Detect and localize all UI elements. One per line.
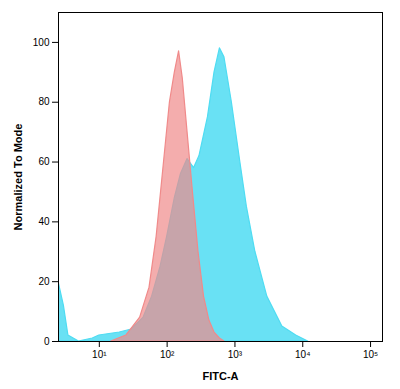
svg-text:10³: 10³: [228, 349, 243, 360]
svg-text:20: 20: [38, 276, 50, 287]
svg-text:10⁵: 10⁵: [363, 349, 378, 360]
svg-text:40: 40: [38, 216, 50, 227]
svg-text:10²: 10²: [160, 349, 175, 360]
svg-text:10¹: 10¹: [92, 349, 107, 360]
svg-text:0: 0: [44, 336, 50, 347]
svg-text:10⁴: 10⁴: [295, 349, 310, 360]
svg-text:Normalized To Mode: Normalized To Mode: [12, 124, 24, 231]
svg-text:FITC-A: FITC-A: [202, 370, 238, 382]
svg-text:100: 100: [33, 37, 50, 48]
svg-text:60: 60: [38, 156, 50, 167]
svg-text:80: 80: [38, 96, 50, 107]
